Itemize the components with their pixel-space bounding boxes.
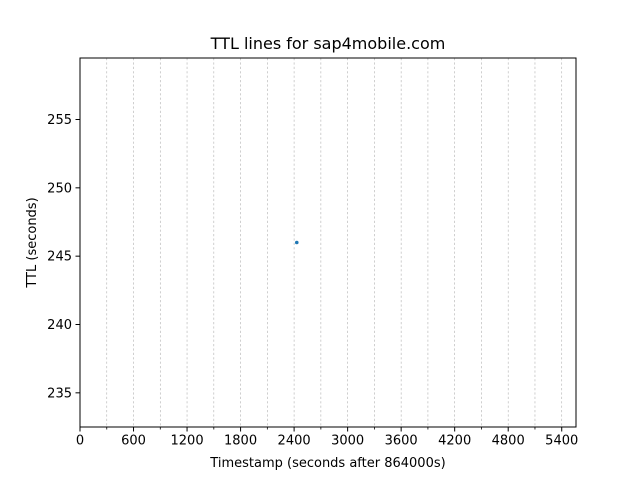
y-tick-label: 255: [47, 113, 72, 128]
chart-title: TTL lines for sap4mobile.com: [210, 34, 446, 53]
y-tick-label: 250: [47, 181, 72, 196]
data-points: [294, 240, 299, 245]
y-tick-label: 240: [47, 318, 72, 333]
plot-area: [80, 58, 576, 427]
x-tick-label: 0: [76, 434, 84, 449]
x-tick-label: 600: [121, 434, 146, 449]
y-tick-label: 245: [47, 250, 72, 265]
data-point: [294, 240, 299, 245]
y-tick-label: 235: [47, 386, 72, 401]
x-tick-label: 1200: [171, 434, 204, 449]
x-tick-label: 1800: [224, 434, 257, 449]
x-tick-label: 2400: [278, 434, 311, 449]
x-tick-label: 5400: [545, 434, 578, 449]
x-tick-label: 3000: [331, 434, 364, 449]
x-tick-label: 4200: [438, 434, 471, 449]
plot-frame: [79, 57, 577, 428]
y-axis-ticks: 235 240 245 250 255: [47, 113, 80, 401]
x-axis-label: Timestamp (seconds after 864000s): [209, 456, 445, 471]
y-axis-label: TTL (seconds): [25, 197, 40, 288]
x-tick-label: 4800: [492, 434, 525, 449]
x-tick-label: 3600: [385, 434, 418, 449]
x-axis-ticks: 0 600 1200 1800 2400 3000 3600 4200 4800 5400: [76, 427, 578, 449]
